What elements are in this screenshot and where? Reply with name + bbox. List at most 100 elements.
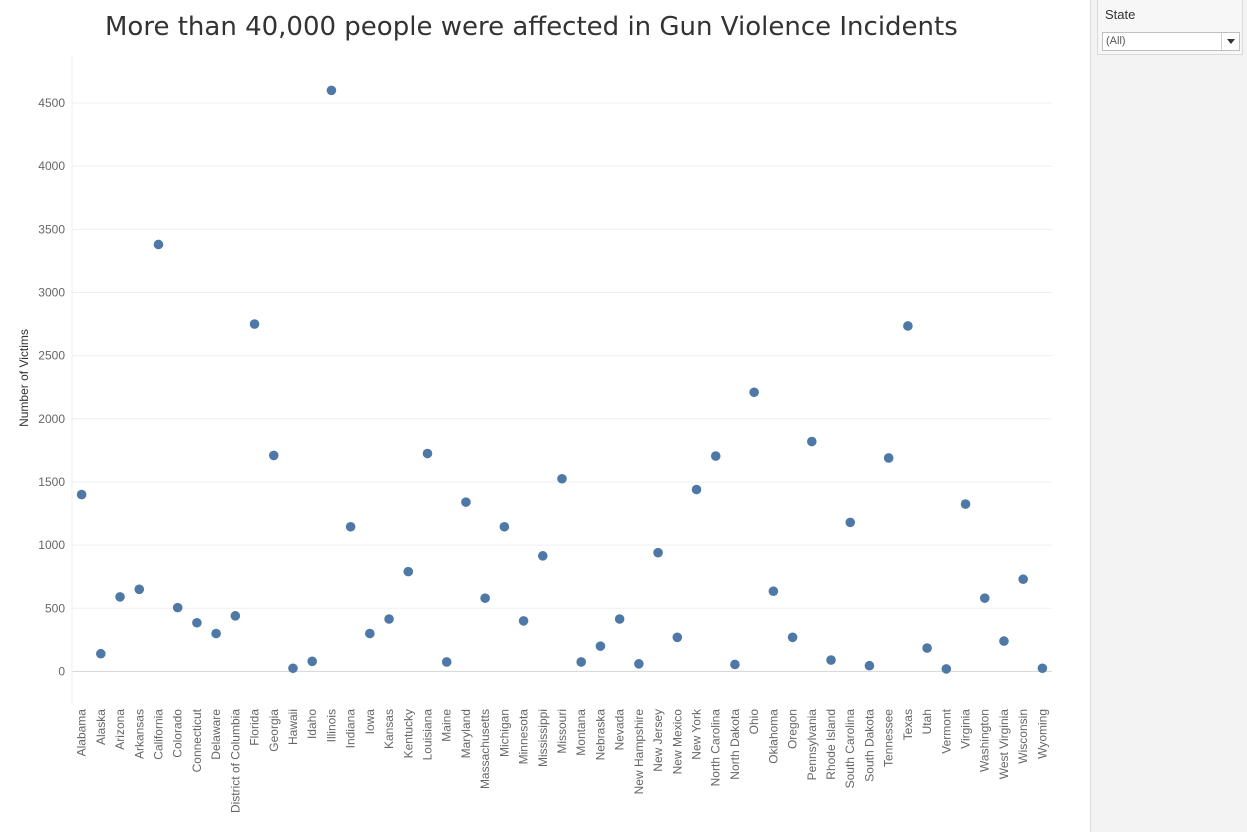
y-tick-label: 3500 [38, 222, 65, 236]
data-point[interactable] [845, 517, 856, 528]
x-tick-label: District of Columbia [228, 709, 242, 813]
data-point[interactable] [614, 614, 625, 624]
data-point[interactable] [76, 489, 87, 500]
data-point[interactable] [345, 521, 356, 532]
data-point[interactable] [518, 616, 529, 626]
gridlines [71, 55, 1052, 703]
x-tick-label: Massachusetts [478, 709, 492, 789]
data-point[interactable] [365, 628, 375, 639]
state-filter: State (All) [1097, 0, 1243, 55]
scatter-plot: 0 500 1000 1500 2000 2500 3000 3500 4000 4500 Ala… [38, 55, 1052, 813]
x-tick-label: New Mexico [670, 709, 684, 775]
x-tick-label: Arkansas [132, 709, 146, 759]
state-filter-label: State [1105, 7, 1136, 22]
x-tick-label: South Dakota [862, 709, 876, 782]
data-point[interactable] [749, 387, 759, 398]
x-tick-label: Georgia [267, 709, 281, 752]
data-point[interactable] [153, 239, 164, 250]
data-point[interactable] [960, 499, 971, 509]
data-point[interactable] [595, 641, 606, 651]
data-point[interactable] [883, 453, 894, 463]
x-tick-label: Pennsylvania [805, 709, 819, 781]
data-point[interactable] [192, 617, 202, 628]
data-point[interactable] [634, 659, 644, 669]
data-point[interactable] [307, 656, 317, 667]
x-axis-ticks: Alabama Alaska Arizona Arkansas California Co… [75, 708, 1050, 813]
dropdown-button[interactable] [1221, 33, 1239, 50]
data-point[interactable] [249, 319, 260, 329]
data-point[interactable] [1037, 663, 1048, 674]
data-point[interactable] [1018, 574, 1028, 585]
x-tick-label: Kentucky [401, 709, 415, 758]
x-tick-label: Texas [901, 709, 915, 740]
data-point[interactable] [999, 636, 1009, 646]
data-point[interactable] [691, 484, 702, 495]
x-tick-label: Washington [978, 709, 992, 772]
data-point[interactable] [672, 632, 683, 643]
x-tick-label: Vermont [939, 708, 953, 753]
x-tick-label: Ohio [747, 709, 761, 735]
x-tick-label: South Carolina [843, 709, 857, 789]
y-tick-label: 4500 [38, 96, 65, 110]
data-point[interactable] [115, 592, 125, 602]
x-tick-label: Oregon [786, 709, 800, 749]
data-point[interactable] [288, 663, 298, 674]
data-point[interactable] [422, 448, 433, 459]
x-tick-label: Wisconsin [1016, 709, 1030, 764]
x-tick-label: Virginia [959, 709, 973, 749]
x-tick-label: Illinois [324, 709, 338, 742]
x-tick-label: Rhode Island [824, 709, 838, 780]
x-tick-label: Minnesota [517, 709, 531, 765]
data-point[interactable] [576, 657, 587, 667]
data-point[interactable] [653, 547, 663, 558]
data-point[interactable] [230, 611, 241, 621]
data-point[interactable] [480, 593, 490, 603]
y-tick-label: 4000 [38, 159, 65, 173]
x-tick-label: Kansas [382, 709, 396, 749]
data-point[interactable] [710, 451, 721, 461]
y-axis-ticks: 0 500 1000 1500 2000 2500 3000 3500 4000 4500 [38, 96, 65, 678]
data-point[interactable] [96, 648, 106, 659]
x-tick-label: Wyoming [1035, 709, 1049, 759]
x-tick-label: Nevada [613, 709, 627, 751]
x-tick-label: Alaska [94, 709, 108, 745]
data-point[interactable] [172, 602, 183, 613]
data-point[interactable] [461, 497, 471, 507]
y-tick-label: 2500 [38, 349, 65, 363]
x-tick-label: California [151, 709, 165, 760]
data-point[interactable] [826, 655, 836, 665]
data-point[interactable] [807, 436, 817, 447]
data-point[interactable] [384, 614, 394, 624]
x-tick-label: Oklahoma [766, 709, 780, 764]
data-point[interactable] [403, 566, 414, 577]
data-point[interactable] [499, 521, 510, 532]
data-point[interactable] [268, 450, 279, 461]
data-point[interactable] [922, 643, 932, 653]
data-point[interactable] [787, 632, 798, 643]
data-point[interactable] [730, 659, 740, 670]
data-point[interactable] [211, 628, 221, 639]
data-point[interactable] [979, 593, 990, 603]
data-point[interactable] [941, 664, 952, 674]
data-point[interactable] [768, 586, 779, 597]
data-point[interactable] [557, 473, 567, 484]
y-tick-label: 2000 [38, 412, 65, 426]
data-point[interactable] [903, 321, 913, 331]
data-points [76, 85, 1048, 674]
chart-area: More than 40,000 people were affected in… [17, 12, 1052, 813]
filter-panel: State (All) [1090, 0, 1247, 832]
x-tick-label: Connecticut [190, 708, 204, 772]
data-point[interactable] [537, 551, 548, 561]
x-tick-label: Idaho [305, 709, 319, 739]
data-point[interactable] [326, 85, 337, 96]
y-tick-label: 3000 [38, 285, 65, 299]
data-point[interactable] [134, 584, 145, 595]
x-tick-label: New York [690, 708, 704, 760]
state-filter-dropdown[interactable]: (All) [1102, 32, 1240, 51]
x-tick-label: Missouri [555, 709, 569, 754]
chart-title: More than 40,000 people were affected in… [105, 12, 958, 42]
data-point[interactable] [864, 660, 875, 671]
data-point[interactable] [441, 657, 452, 667]
x-tick-label: Maine [440, 709, 454, 742]
x-tick-label: Nebraska [593, 709, 607, 761]
